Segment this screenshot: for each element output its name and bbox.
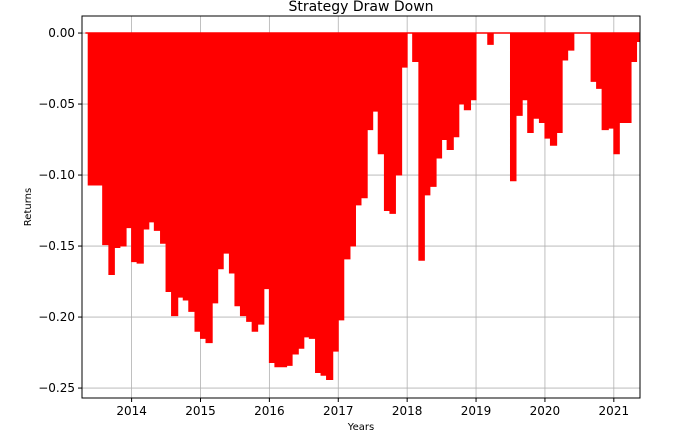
x-tick-label: 2016 bbox=[254, 404, 285, 418]
x-tick-label: 2017 bbox=[323, 404, 354, 418]
plot-frame bbox=[81, 15, 641, 399]
y-tick-label: −0.20 bbox=[38, 310, 75, 324]
x-tick-label: 2018 bbox=[392, 404, 423, 418]
x-tick-label: 2014 bbox=[116, 404, 147, 418]
drawdown-series bbox=[85, 32, 641, 381]
x-tick-label: 2015 bbox=[185, 404, 216, 418]
x-tick-label: 2021 bbox=[599, 404, 630, 418]
x-tick-label: 2019 bbox=[461, 404, 492, 418]
x-axis-label: Years bbox=[347, 422, 374, 433]
y-axis-ticks: 0.00 −0.05 −0.10 −0.15 −0.20 −0.25 bbox=[38, 26, 82, 395]
x-axis-ticks: 2014 2015 2016 2017 2018 2019 2020 2021 bbox=[116, 398, 629, 418]
y-axis-label: Returns bbox=[23, 188, 34, 226]
chart-title: Strategy Draw Down bbox=[288, 0, 433, 15]
y-tick-label: −0.10 bbox=[38, 168, 75, 182]
y-tick-label: −0.15 bbox=[38, 239, 75, 253]
x-tick-label: 2020 bbox=[530, 404, 561, 418]
y-tick-label: 0.00 bbox=[48, 26, 75, 40]
y-tick-label: −0.25 bbox=[38, 381, 75, 395]
y-tick-label: −0.05 bbox=[38, 97, 75, 111]
drawdown-area bbox=[85, 32, 641, 381]
